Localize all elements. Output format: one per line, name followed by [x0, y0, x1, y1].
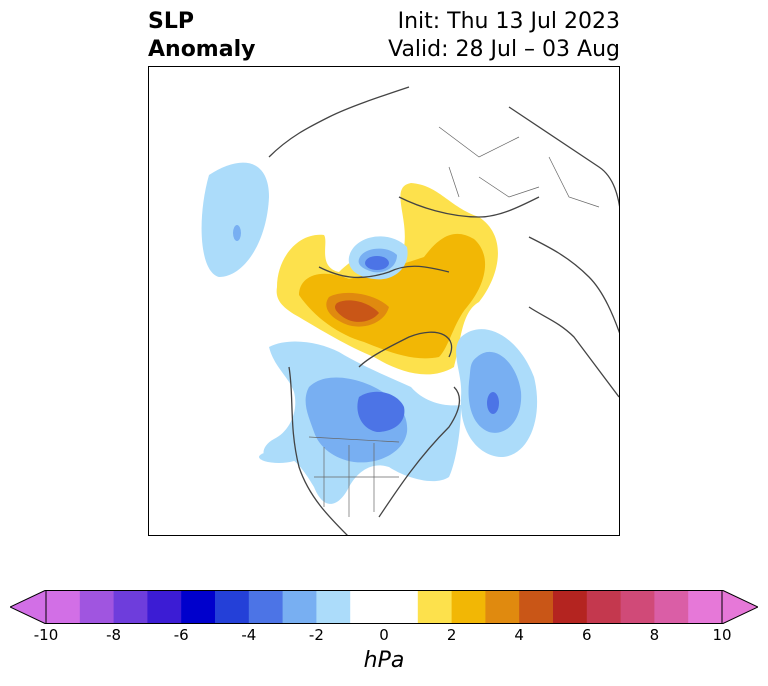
colorbar-bin-16 [620, 590, 655, 624]
colorbar-tick-label: 0 [379, 626, 389, 644]
colorbar-bin-12 [485, 590, 520, 624]
colorbar-bin-0 [46, 590, 81, 624]
colorbar-tick-label: -6 [173, 626, 189, 644]
colorbar-bin-1 [79, 590, 115, 624]
atlantic-low-core [487, 392, 499, 414]
init-date: Init: Thu 13 Jul 2023 [397, 9, 620, 34]
colorbar-extend-high [721, 590, 758, 624]
borders [308, 126, 600, 517]
coastlines [268, 86, 619, 535]
colorbar-bin-17 [654, 590, 689, 624]
colorbar-tick-label: 8 [649, 626, 660, 644]
colorbar-extend-low [10, 590, 47, 624]
colorbar-frame [45, 590, 723, 624]
colorbar-bin-9 [350, 590, 419, 624]
colorbar [10, 590, 758, 624]
colorbar-bin-6 [248, 590, 284, 624]
colorbar-tick-label: -10 [33, 626, 59, 644]
colorbar-bin-2 [113, 590, 148, 624]
colorbar-bin-5 [215, 590, 250, 624]
colorbar-bin-15 [586, 590, 622, 624]
colorbar-bin-10 [417, 590, 453, 624]
forecast-dates: Init: Thu 13 Jul 2023 Valid: 28 Jul – 03… [388, 8, 620, 64]
colorbar-bin-8 [316, 590, 351, 624]
arctic-low-core [365, 256, 389, 270]
colorbar-bin-7 [282, 590, 317, 624]
title-line-1: SLP [148, 9, 194, 34]
atlantic-low-mid [468, 351, 522, 433]
colorbar-bin-4 [181, 590, 216, 624]
colorbar-tick-label: 10 [712, 626, 732, 644]
pacific-low-inner [233, 225, 241, 241]
colorbar-bin-3 [147, 590, 182, 624]
colorbar-tick-label: 4 [514, 626, 524, 644]
pacific-low-outer [201, 162, 269, 277]
colorbar-unit-label: hPa [363, 648, 405, 673]
arctic-high-core-2 [335, 300, 379, 322]
map-title: SLP Anomaly [148, 8, 255, 64]
colorbar-bin-18 [688, 590, 723, 624]
colorbar-tick-label: -4 [241, 626, 257, 644]
colorbar-bin-11 [451, 590, 486, 624]
pacific-coast-patch [259, 451, 299, 463]
colorbar-bin-14 [553, 590, 588, 624]
namerica-low-core [357, 391, 405, 432]
colorbar-ticks: -10 -8 -6 -4 -2 0 2 4 6 8 10 [0, 626, 768, 646]
title-line-2: Anomaly [148, 37, 256, 62]
anomaly-map [148, 66, 620, 536]
colorbar-tick-label: 2 [446, 626, 457, 644]
hudson-low-patch [279, 343, 315, 371]
arctic-high-mid [299, 233, 486, 359]
colorbar-tick-label: 6 [582, 626, 592, 644]
colorbar-bin-13 [519, 590, 554, 624]
colorbar-tick-label: -8 [106, 626, 122, 644]
colorbar-tick-label: -2 [308, 626, 324, 644]
valid-range: Valid: 28 Jul – 03 Aug [388, 37, 620, 62]
map-svg [201, 86, 619, 535]
